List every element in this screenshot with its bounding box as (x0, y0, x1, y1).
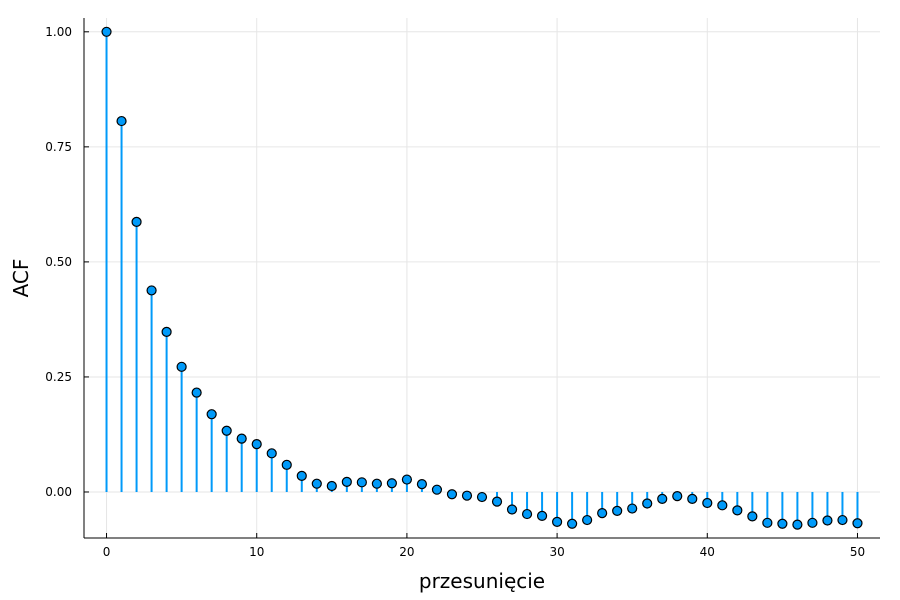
acf-point (131, 216, 142, 227)
acf-point (341, 476, 352, 487)
acf-point (521, 508, 533, 520)
acf-point (221, 425, 232, 436)
acf-point (236, 433, 247, 444)
acf-point (311, 478, 322, 489)
acf-point (116, 115, 127, 127)
y-tick-label: 0.00 (45, 485, 72, 499)
acf-point (491, 496, 503, 507)
acf-point (687, 493, 698, 504)
x-tick-label: 30 (549, 545, 564, 559)
x-ticks: 0 10 20 30 40 50 (103, 533, 865, 559)
y-tick-label: 0.25 (45, 370, 72, 384)
acf-point (251, 439, 262, 450)
acf-point (732, 505, 743, 516)
stems (105, 31, 859, 525)
acf-point (386, 478, 397, 489)
acf-point (461, 490, 473, 501)
acf-point (837, 514, 848, 526)
acf-point (401, 474, 413, 485)
y-ticks: 0.00 0.25 0.50 0.75 1.00 (45, 25, 89, 499)
acf-point (326, 480, 337, 492)
acf-point (642, 498, 653, 509)
y-axis-label: ACF (9, 259, 33, 298)
grid (84, 18, 880, 538)
markers (101, 26, 863, 530)
acf-point (792, 519, 803, 530)
acf-point (146, 285, 157, 296)
y-tick-label: 0.75 (45, 140, 72, 154)
acf-point (852, 518, 863, 529)
acf-point (822, 515, 833, 526)
acf-point (597, 508, 608, 519)
acf-point (506, 504, 518, 515)
acf-point (672, 491, 683, 502)
x-axis-label: przesunięcie (419, 569, 545, 593)
y-tick-label: 0.50 (45, 255, 72, 269)
acf-point (191, 387, 202, 398)
acf-point (431, 484, 443, 495)
axes (83, 18, 880, 539)
acf-point (176, 361, 187, 372)
acf-point (281, 459, 292, 470)
acf-point (582, 514, 593, 526)
acf-point (762, 517, 773, 528)
x-tick-label: 10 (249, 545, 264, 559)
x-tick-label: 0 (103, 545, 111, 559)
acf-point (206, 409, 217, 420)
acf-point (476, 491, 488, 503)
acf-point (567, 518, 578, 529)
acf-point (627, 503, 638, 514)
acf-point (807, 517, 818, 528)
x-tick-label: 40 (700, 545, 715, 559)
acf-point (416, 479, 428, 490)
acf-point (101, 26, 112, 37)
y-tick-label: 1.00 (45, 25, 72, 39)
acf-point (612, 505, 623, 516)
acf-point (702, 497, 713, 509)
acf-point (161, 326, 172, 337)
acf-point (551, 516, 563, 527)
x-tick-label: 20 (399, 545, 414, 559)
acf-point (657, 493, 668, 504)
acf-point (371, 478, 382, 489)
acf-point (446, 489, 458, 500)
acf-point (536, 510, 548, 522)
acf-point (777, 518, 788, 529)
acf-point (747, 511, 758, 522)
x-tick-label: 50 (850, 545, 865, 559)
acf-point (717, 500, 728, 511)
acf-point (296, 470, 307, 481)
acf-point (266, 448, 277, 459)
acf-point (356, 477, 367, 488)
